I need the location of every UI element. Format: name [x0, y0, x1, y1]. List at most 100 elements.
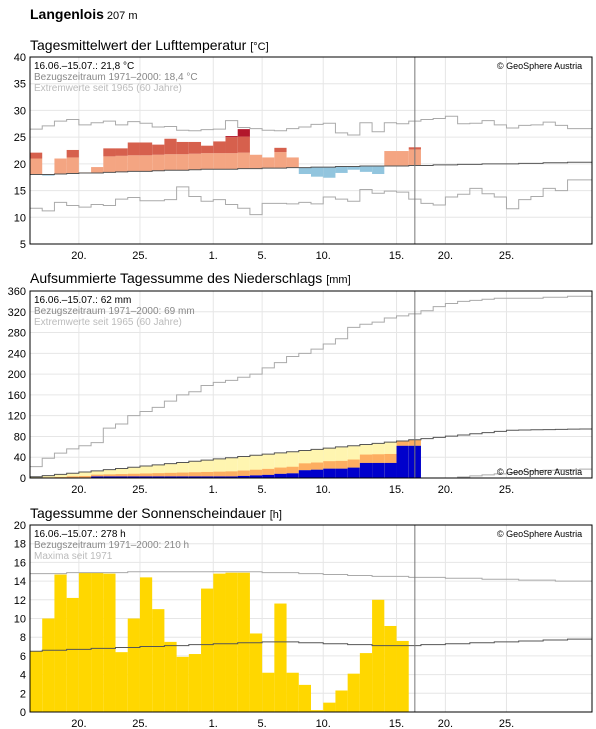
sunshine-info: 16.06.–15.07.: 278 h Bezugszeitraum 1971… [34, 529, 189, 562]
precipitation-deficit [396, 440, 409, 446]
sunshine-ytick-label: 6 [20, 651, 26, 663]
precipitation-deficit [298, 463, 311, 471]
temperature-ytick-label: 35 [14, 79, 26, 91]
sunshine-bar [396, 640, 409, 712]
temperature-bar [323, 167, 336, 178]
precipitation-band [91, 470, 104, 478]
precipitation-bar [139, 476, 153, 478]
precipitation-deficit [213, 471, 226, 477]
sunshine-xtick-label: 25. [499, 718, 514, 729]
precipitation-deficit [335, 460, 348, 469]
precipitation-band [139, 466, 153, 478]
temperature-info-extremes: Extremwerte seit 1965 (60 Jahre) [34, 83, 182, 94]
precipitation-info: 16.06.–15.07.: 62 mm Bezugszeitraum 1971… [34, 295, 195, 328]
precipitation-band [54, 474, 67, 478]
sunshine-ytick-label: 20 [14, 520, 26, 532]
sunshine-ytick-label: 0 [20, 707, 26, 719]
precipitation-ytick-label: 360 [8, 286, 26, 298]
sunshine-xtick-label: 10. [316, 718, 331, 729]
temperature-ytick-label: 30 [14, 105, 26, 117]
precipitation-bar [372, 462, 385, 478]
precipitation-bar [213, 476, 226, 478]
temperature-bar [225, 137, 238, 154]
precipitation-bar [225, 476, 238, 478]
sunshine-normal-line [30, 638, 592, 652]
precipitation-title-text: Aufsummierte Tagessumme des Niederschlag… [30, 270, 323, 286]
precipitation-bar [91, 476, 104, 478]
sunshine-bar [359, 653, 373, 712]
precipitation-ytick-label: 200 [8, 369, 26, 381]
precipitation-xtick-label: 20. [71, 484, 86, 496]
temperature-bar [103, 148, 116, 157]
precipitation-bar [176, 476, 189, 478]
precipitation-band [103, 469, 116, 478]
temperature-bar [139, 155, 153, 172]
temperature-info-reference: Bezugszeitraum 1971–2000: 18,4 °C [34, 72, 198, 83]
temperature-bar [237, 129, 250, 137]
precipitation-bar [323, 468, 336, 478]
precipitation-band [66, 473, 79, 478]
precipitation-bar [201, 476, 214, 478]
precipitation-bar [384, 462, 397, 478]
sunshine-max-line [30, 571, 592, 582]
sunshine-bar [347, 673, 360, 712]
precipitation-deficit [286, 466, 299, 474]
precipitation-bar [286, 473, 299, 478]
sunshine-ytick-label: 8 [20, 632, 26, 644]
precipitation-info-period: 16.06.–15.07.: 62 mm [34, 295, 132, 306]
precipitation-ytick-label: 280 [8, 328, 26, 340]
sunshine-xtick-label: 5. [258, 718, 267, 729]
sunshine-bar [201, 588, 214, 712]
precipitation-bar [152, 476, 165, 478]
precipitation-ytick-label: 0 [20, 473, 26, 485]
temperature-bar [237, 136, 250, 153]
temperature-bar [30, 152, 43, 159]
precipitation-deficit [115, 474, 128, 477]
sunshine-ytick-label: 14 [14, 576, 26, 588]
precipitation-bar [164, 476, 177, 478]
temperature-bar [91, 167, 104, 173]
temperature-bar [127, 155, 140, 172]
precipitation-deficit [323, 461, 336, 469]
sunshine-ytick-label: 12 [14, 595, 26, 607]
precipitation-bar [115, 476, 128, 478]
precipitation-bar [298, 470, 311, 478]
precipitation-xtick-label: 1. [209, 484, 218, 496]
station-name: Langenlois [30, 6, 104, 22]
temperature-bar [127, 142, 140, 156]
temperature-min-line [30, 179, 592, 216]
sunshine-bar [298, 684, 311, 712]
temperature-bar [213, 141, 226, 154]
temperature-bar [249, 154, 263, 169]
temperature-xtick-label: 25. [132, 250, 147, 262]
sunshine-bar [91, 572, 104, 712]
temperature-xtick-label: 5. [258, 250, 267, 262]
sunshine-info-reference: Bezugszeitraum 1971–2000: 210 h [34, 540, 190, 551]
temperature-bar [164, 154, 177, 171]
temperature-bar [176, 141, 189, 155]
sunshine-xtick-label: 20. [71, 718, 86, 729]
precipitation-bar [347, 467, 360, 478]
precipitation-ytick-label: 320 [8, 307, 26, 319]
temperature-info-period: 16.06.–15.07.: 21,8 °C [34, 61, 135, 72]
precipitation-info-reference: Bezugszeitraum 1971–2000: 69 mm [34, 306, 195, 317]
precipitation-deficit [372, 454, 385, 463]
sunshine-bar [335, 690, 348, 712]
sunshine-ytick-label: 2 [20, 688, 26, 700]
precipitation-info-extremes: Extremwerte seit 1965 (60 Jahre) [34, 317, 182, 328]
precipitation-deficit [201, 471, 214, 477]
precipitation-bar [262, 474, 275, 478]
precipitation-bar [188, 476, 202, 478]
precipitation-deficit [176, 472, 189, 477]
sunshine-bar [188, 654, 202, 712]
sunshine-bar [139, 577, 153, 712]
precipitation-unit: [mm] [326, 274, 351, 286]
temperature-xtick-label: 20. [71, 250, 86, 262]
temperature-xtick-label: 20. [438, 250, 453, 262]
precipitation-bar [237, 475, 250, 478]
precipitation-bar [311, 469, 324, 478]
sunshine-bar [323, 702, 336, 712]
temperature-bar [54, 158, 67, 175]
precipitation-chart: 0 40 80 120 160 200 240 280 320 360 20. 25. 1. 5. 10. 1… [8, 286, 593, 496]
precipitation-deficit [237, 470, 250, 476]
